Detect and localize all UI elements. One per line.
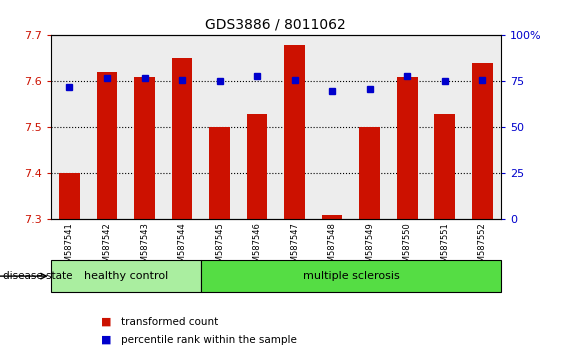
Bar: [238, 35, 276, 219]
Bar: [322, 215, 342, 219]
Bar: [359, 127, 380, 219]
Bar: [472, 63, 493, 219]
Text: disease state: disease state: [3, 271, 72, 281]
Bar: [276, 35, 314, 219]
Text: transformed count: transformed count: [121, 317, 218, 327]
Bar: [247, 114, 267, 219]
Bar: [172, 58, 193, 219]
Bar: [88, 35, 126, 219]
Bar: [426, 35, 463, 219]
Text: multiple sclerosis: multiple sclerosis: [302, 271, 399, 281]
Bar: [51, 260, 201, 292]
Bar: [209, 127, 230, 219]
Bar: [435, 114, 455, 219]
Bar: [284, 45, 305, 219]
Text: ■: ■: [101, 335, 112, 345]
Bar: [201, 260, 501, 292]
Bar: [463, 35, 501, 219]
Bar: [51, 35, 88, 219]
Bar: [397, 77, 418, 219]
Bar: [97, 72, 117, 219]
Text: healthy control: healthy control: [84, 271, 168, 281]
Text: ■: ■: [101, 317, 112, 327]
Bar: [126, 35, 163, 219]
Bar: [163, 35, 201, 219]
Bar: [351, 35, 388, 219]
Bar: [314, 35, 351, 219]
Text: percentile rank within the sample: percentile rank within the sample: [121, 335, 297, 345]
Bar: [201, 35, 238, 219]
Title: GDS3886 / 8011062: GDS3886 / 8011062: [205, 17, 346, 32]
Bar: [388, 35, 426, 219]
Bar: [59, 173, 80, 219]
Bar: [134, 77, 155, 219]
